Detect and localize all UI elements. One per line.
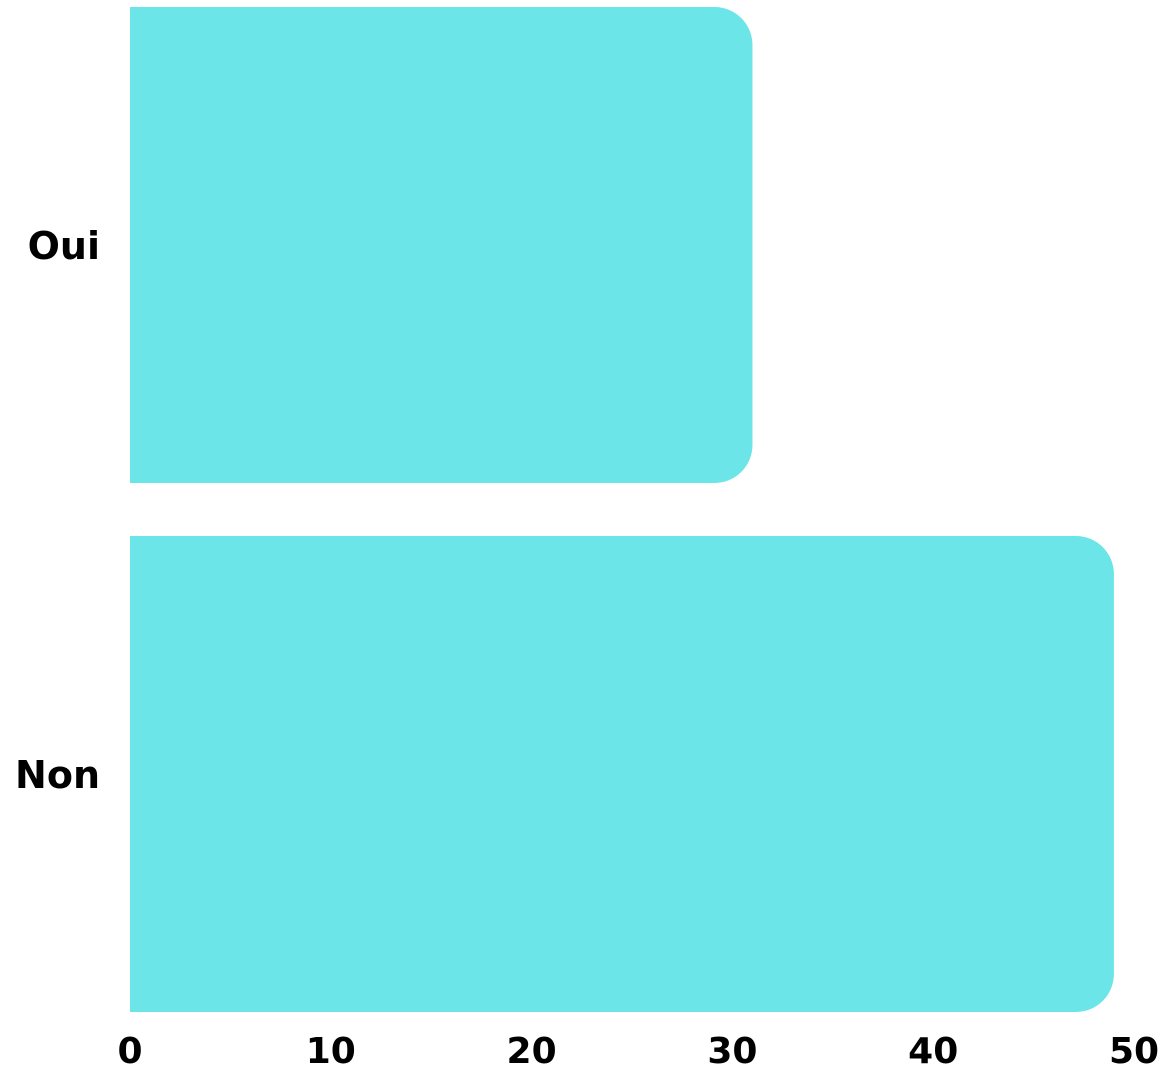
x-tick-label-10: 10 bbox=[306, 1031, 356, 1071]
bar-oui bbox=[130, 7, 753, 483]
category-label-non: Non bbox=[15, 753, 100, 797]
x-tick-label-50: 50 bbox=[1109, 1031, 1159, 1071]
bars-group bbox=[130, 7, 1114, 1012]
x-tick-label-30: 30 bbox=[707, 1031, 757, 1071]
category-label-oui: Oui bbox=[28, 224, 100, 268]
x-tick-label-40: 40 bbox=[908, 1031, 958, 1071]
x-tick-label-20: 20 bbox=[507, 1031, 557, 1071]
x-axis-ticks: 0 10 20 30 40 50 bbox=[117, 1031, 1159, 1071]
x-tick-label-0: 0 bbox=[117, 1031, 142, 1071]
bar-non bbox=[130, 536, 1114, 1012]
category-labels: Oui Non bbox=[15, 224, 100, 797]
